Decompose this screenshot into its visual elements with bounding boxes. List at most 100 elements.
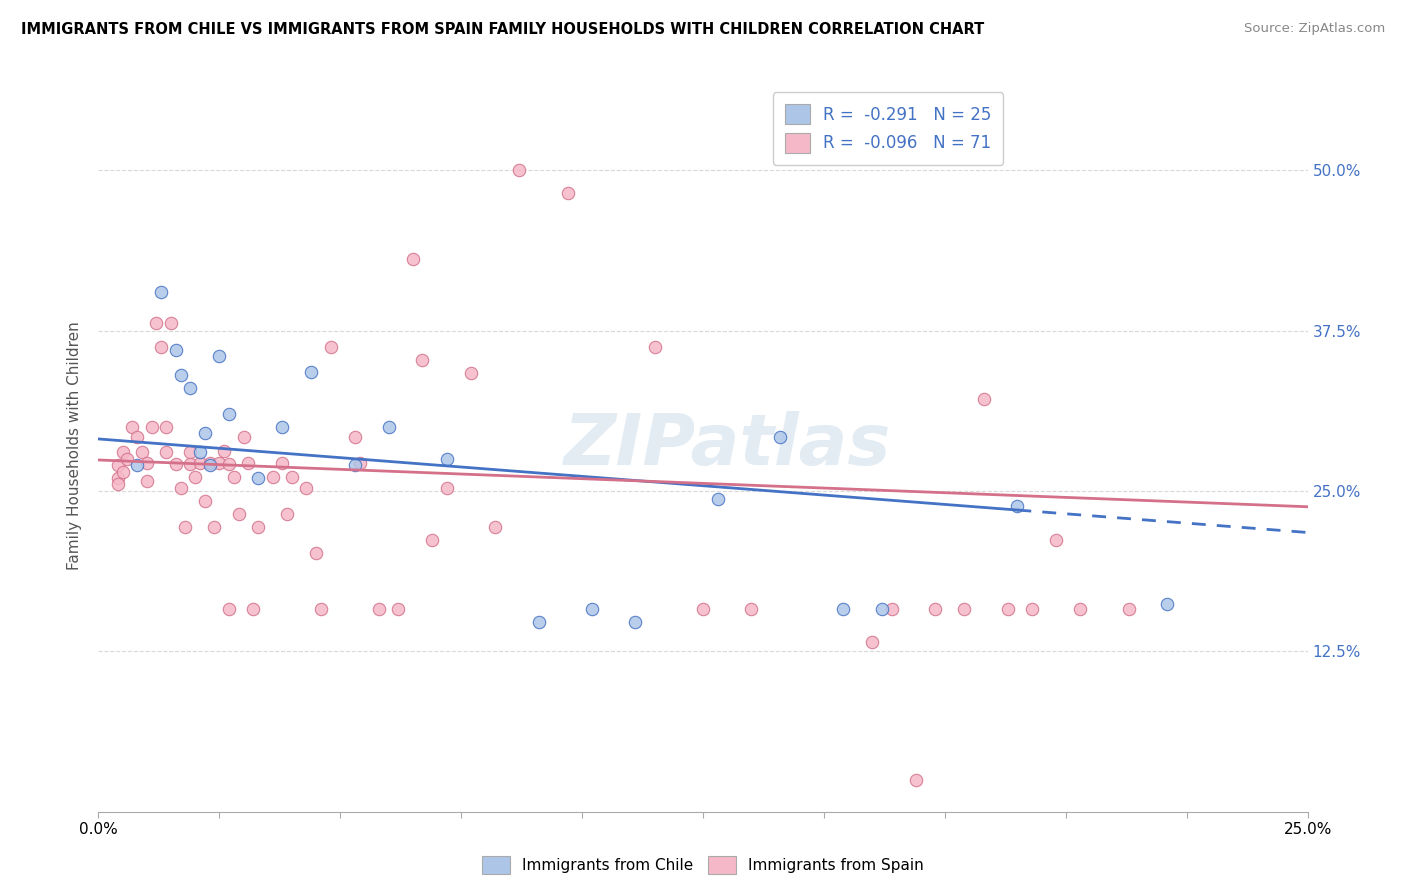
Point bbox=[692, 602, 714, 616]
Point bbox=[1156, 597, 1178, 611]
Point bbox=[299, 365, 322, 379]
Point bbox=[184, 470, 207, 484]
Point bbox=[179, 445, 201, 459]
Point bbox=[194, 494, 217, 508]
Point bbox=[150, 340, 173, 354]
Point bbox=[218, 407, 240, 421]
Point bbox=[111, 445, 134, 459]
Point bbox=[309, 602, 332, 616]
Point bbox=[179, 457, 201, 471]
Point bbox=[218, 602, 240, 616]
Point bbox=[769, 430, 792, 444]
Point bbox=[107, 477, 129, 491]
Point bbox=[160, 316, 183, 330]
Point bbox=[484, 520, 506, 534]
Point bbox=[343, 458, 366, 473]
Point bbox=[1021, 602, 1043, 616]
Point bbox=[238, 456, 260, 470]
Point bbox=[155, 445, 177, 459]
Point bbox=[295, 481, 318, 495]
Point bbox=[208, 349, 231, 363]
Point bbox=[247, 471, 270, 485]
Point bbox=[188, 456, 211, 470]
Point bbox=[218, 457, 240, 471]
Point bbox=[222, 470, 245, 484]
Point bbox=[368, 602, 391, 616]
Point bbox=[165, 457, 187, 471]
Point bbox=[557, 186, 579, 201]
Point bbox=[188, 445, 211, 459]
Point bbox=[198, 456, 221, 470]
Point bbox=[924, 602, 946, 616]
Point bbox=[411, 353, 433, 368]
Legend: R =  -0.291   N = 25, R =  -0.096   N = 71: R = -0.291 N = 25, R = -0.096 N = 71 bbox=[773, 92, 1002, 165]
Point bbox=[860, 635, 883, 649]
Point bbox=[131, 445, 153, 459]
Point bbox=[107, 458, 129, 473]
Point bbox=[402, 252, 425, 266]
Point bbox=[880, 602, 903, 616]
Point bbox=[436, 481, 458, 495]
Point bbox=[832, 602, 855, 616]
Point bbox=[262, 470, 284, 484]
Point bbox=[271, 456, 294, 470]
Point bbox=[343, 430, 366, 444]
Point bbox=[460, 366, 482, 380]
Point bbox=[242, 602, 264, 616]
Point bbox=[127, 458, 149, 473]
Point bbox=[1007, 500, 1029, 514]
Point bbox=[740, 602, 762, 616]
Point bbox=[319, 340, 342, 354]
Point bbox=[135, 474, 157, 488]
Point bbox=[212, 444, 235, 458]
Point bbox=[194, 426, 217, 441]
Point bbox=[644, 340, 666, 354]
Point bbox=[198, 458, 221, 473]
Point bbox=[208, 456, 231, 470]
Point bbox=[169, 481, 191, 495]
Point bbox=[997, 602, 1019, 616]
Point bbox=[436, 451, 458, 466]
Point bbox=[1069, 602, 1091, 616]
Point bbox=[155, 419, 177, 434]
Point bbox=[121, 419, 143, 434]
Point bbox=[150, 285, 173, 299]
Point bbox=[904, 772, 927, 787]
Point bbox=[624, 615, 647, 629]
Point bbox=[581, 602, 603, 616]
Point bbox=[973, 392, 995, 406]
Point bbox=[349, 456, 371, 470]
Point bbox=[1118, 602, 1140, 616]
Point bbox=[870, 602, 893, 616]
Point bbox=[111, 465, 134, 479]
Point bbox=[169, 368, 191, 383]
Y-axis label: Family Households with Children: Family Households with Children bbox=[67, 322, 83, 570]
Point bbox=[377, 419, 399, 434]
Point bbox=[165, 343, 187, 357]
Point bbox=[232, 430, 254, 444]
Point bbox=[145, 316, 167, 330]
Point bbox=[420, 533, 443, 547]
Point bbox=[247, 520, 270, 534]
Point bbox=[508, 163, 530, 178]
Point bbox=[117, 451, 139, 466]
Point bbox=[527, 615, 550, 629]
Point bbox=[1045, 533, 1067, 547]
Point bbox=[174, 520, 197, 534]
Point bbox=[141, 419, 163, 434]
Point bbox=[127, 430, 149, 444]
Point bbox=[271, 419, 294, 434]
Point bbox=[387, 602, 409, 616]
Point bbox=[305, 545, 328, 559]
Point bbox=[228, 507, 250, 521]
Point bbox=[204, 520, 226, 534]
Legend: Immigrants from Chile, Immigrants from Spain: Immigrants from Chile, Immigrants from S… bbox=[477, 850, 929, 880]
Point bbox=[953, 602, 976, 616]
Point bbox=[107, 471, 129, 485]
Text: ZIPatlas: ZIPatlas bbox=[564, 411, 891, 481]
Text: IMMIGRANTS FROM CHILE VS IMMIGRANTS FROM SPAIN FAMILY HOUSEHOLDS WITH CHILDREN C: IMMIGRANTS FROM CHILE VS IMMIGRANTS FROM… bbox=[21, 22, 984, 37]
Text: Source: ZipAtlas.com: Source: ZipAtlas.com bbox=[1244, 22, 1385, 36]
Point bbox=[135, 456, 157, 470]
Point bbox=[276, 507, 298, 521]
Point bbox=[706, 491, 728, 506]
